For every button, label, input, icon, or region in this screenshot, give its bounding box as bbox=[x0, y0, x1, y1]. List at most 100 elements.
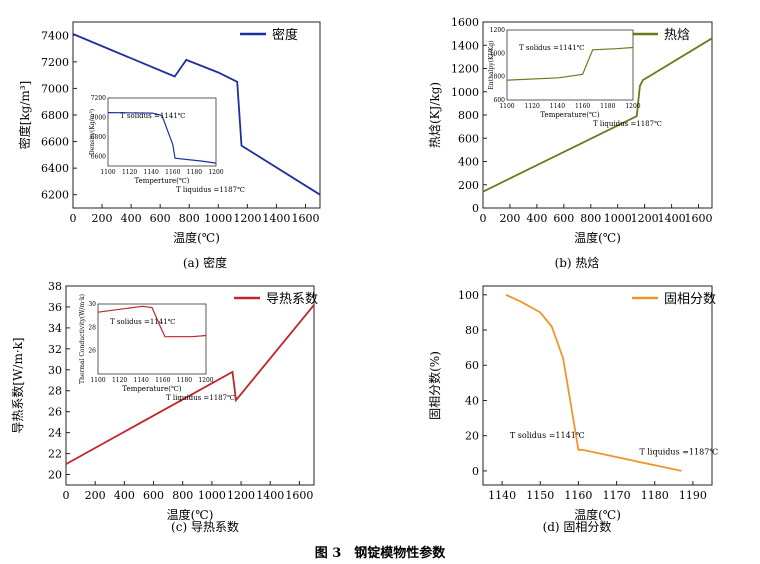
x-tick-label: 600 bbox=[143, 489, 164, 502]
legend-label: 固相分数 bbox=[664, 292, 716, 307]
inset-x-tick-label: 1120 bbox=[525, 103, 540, 110]
inset-x-axis-label: Temperture(℃) bbox=[135, 177, 190, 185]
inset-x-tick-label: 1200 bbox=[625, 103, 640, 110]
inset-y-tick-label: 800 bbox=[494, 74, 506, 81]
series-line bbox=[72, 33, 321, 196]
inset-series-line bbox=[97, 305, 207, 338]
y-tick-label: 6400 bbox=[41, 162, 69, 175]
y-tick-label: 6600 bbox=[41, 136, 69, 149]
series-line bbox=[505, 293, 682, 472]
y-tick-label: 34 bbox=[48, 322, 62, 335]
inset-y-tick-label: 7200 bbox=[91, 95, 106, 102]
inset-solidus-annotation: T solidus =1141℃ bbox=[110, 318, 176, 326]
x-tick-label: 1200 bbox=[227, 489, 255, 502]
solidus-annotation: T solidus =1141℃ bbox=[510, 431, 585, 440]
inset-y-axis-label: Enthalpy(KJ/Kg) bbox=[488, 40, 495, 89]
x-tick-label: 1200 bbox=[233, 212, 261, 225]
inset-x-tick-label: 1100 bbox=[499, 103, 514, 110]
inset-y-tick-label: 6600 bbox=[91, 153, 106, 160]
inset-x-tick-label: 1120 bbox=[122, 169, 137, 176]
caption-c: (c) 导热系数 bbox=[171, 519, 239, 534]
x-tick-label: 200 bbox=[92, 212, 113, 225]
plot-frame bbox=[482, 285, 713, 486]
x-tick-label: 0 bbox=[480, 212, 487, 225]
y-tick-label: 28 bbox=[48, 385, 62, 398]
y-axis-label: 导热系数[W/m·k] bbox=[10, 337, 25, 433]
inset-x-axis-label: Temperature(℃) bbox=[122, 385, 181, 393]
y-tick-label: 24 bbox=[48, 427, 62, 440]
y-tick-label: 0 bbox=[472, 465, 479, 478]
liquidus-annotation: T liquidus =1187℃ bbox=[639, 447, 718, 456]
panel-thermal-conductivity: 0 200 400 600 800 1000 1200 1400 160020222426283… bbox=[10, 280, 318, 522]
x-tick-label: 1600 bbox=[685, 212, 713, 225]
y-tick-label: 1000 bbox=[451, 86, 479, 99]
x-tick-label: 0 bbox=[63, 489, 70, 502]
x-tick-label: 600 bbox=[553, 212, 574, 225]
inset-x-tick-label: 1140 bbox=[550, 103, 565, 110]
y-tick-label: 38 bbox=[48, 280, 62, 293]
inset-x-tick-label: 1100 bbox=[100, 169, 115, 176]
inset-y-axis-label: Thermal Conductivity(W/m·k) bbox=[79, 294, 86, 384]
y-tick-label: 80 bbox=[465, 324, 479, 337]
x-tick-label: 600 bbox=[150, 212, 171, 225]
x-axis-label: 温度(℃) bbox=[574, 230, 621, 245]
y-tick-label: 7400 bbox=[41, 29, 69, 42]
y-tick-label: 26 bbox=[48, 406, 62, 419]
x-axis-label: 温度(℃) bbox=[173, 230, 220, 245]
legend-label: 导热系数 bbox=[266, 292, 318, 307]
inset-y-tick-label: 1200 bbox=[490, 27, 505, 34]
x-tick-label: 400 bbox=[121, 212, 142, 225]
inset-series-line bbox=[107, 112, 217, 164]
x-tick-label: 1400 bbox=[256, 489, 284, 502]
inset-x-tick-label: 1200 bbox=[208, 169, 223, 176]
y-tick-label: 200 bbox=[458, 179, 479, 192]
panel-solid-fraction: 1140 1150 1160 1170 1180 1190 0 20 40 60 80 100 温度(℃… bbox=[427, 285, 718, 522]
y-tick-label: 20 bbox=[48, 469, 62, 482]
inset-frame bbox=[506, 29, 634, 101]
y-tick-label: 800 bbox=[458, 109, 479, 122]
x-tick-label: 400 bbox=[526, 212, 547, 225]
inset-x-tick-label: 1140 bbox=[134, 377, 149, 384]
y-axis-label: 密度[kg/m³] bbox=[17, 81, 32, 150]
inset-liquidus-annotation: T liquidus =1187℃ bbox=[166, 394, 235, 402]
x-tick-label: 800 bbox=[580, 212, 601, 225]
inset-solidus-annotation: T solidus =1141℃ bbox=[519, 44, 585, 52]
x-axis-label: 温度(℃) bbox=[167, 507, 214, 522]
inset-x-tick-label: 1100 bbox=[90, 377, 105, 384]
y-tick-label: 0 bbox=[472, 202, 479, 215]
inset-frame bbox=[97, 303, 207, 375]
x-tick-label: 1000 bbox=[604, 212, 632, 225]
inset-y-tick-label: 30 bbox=[88, 301, 96, 308]
y-tick-label: 1600 bbox=[451, 16, 479, 29]
caption-a: (a) 密度 bbox=[183, 255, 227, 270]
x-tick-label: 1150 bbox=[526, 489, 554, 502]
inset-x-tick-label: 1180 bbox=[177, 377, 192, 384]
inset-x-tick-label: 1160 bbox=[165, 169, 180, 176]
x-tick-label: 1200 bbox=[631, 212, 659, 225]
inset-y-tick-label: 28 bbox=[88, 324, 96, 331]
panel-enthalpy: 0 200 400 600 800 100012001400160002004006008… bbox=[427, 16, 713, 245]
y-tick-label: 20 bbox=[465, 430, 479, 443]
x-tick-label: 200 bbox=[85, 489, 106, 502]
inset-x-tick-label: 1120 bbox=[112, 377, 127, 384]
x-tick-label: 1170 bbox=[603, 489, 631, 502]
y-tick-label: 7200 bbox=[41, 56, 69, 69]
inset-y-tick-label: 600 bbox=[494, 97, 506, 104]
inset-x-tick-label: 1140 bbox=[144, 169, 159, 176]
inset-series-line bbox=[506, 46, 634, 81]
x-tick-label: 1400 bbox=[658, 212, 686, 225]
inset-x-tick-label: 1160 bbox=[575, 103, 590, 110]
series-line bbox=[482, 37, 713, 193]
inset-y-axis-label: Density(Kg/m³) bbox=[89, 109, 96, 155]
inset-x-tick-label: 1180 bbox=[187, 169, 202, 176]
y-tick-label: 600 bbox=[458, 132, 479, 145]
y-tick-label: 1400 bbox=[451, 39, 479, 52]
y-axis-label: 热焓(KJ/kg) bbox=[427, 82, 442, 148]
legend-label: 密度 bbox=[272, 27, 298, 43]
figure-caption: 图 3 钢锭模物性参数 bbox=[315, 545, 447, 561]
inset-liquidus-annotation: T liquidus =1187℃ bbox=[593, 120, 662, 128]
inset-y-tick-label: 7000 bbox=[91, 114, 106, 121]
y-tick-label: 60 bbox=[465, 359, 479, 372]
x-tick-label: 0 bbox=[70, 212, 77, 225]
